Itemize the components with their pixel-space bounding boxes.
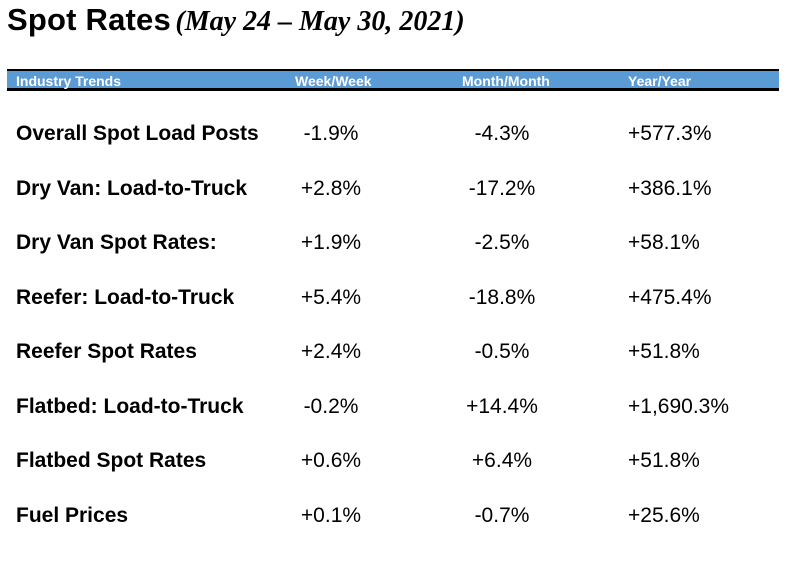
table-row: Fuel Prices +0.1% -0.7% +25.6% bbox=[0, 490, 786, 545]
year-change: +1,690.3% bbox=[628, 394, 730, 418]
row-label: Overall Spot Load Posts bbox=[16, 122, 259, 145]
title-date-range: (May 24 – May 30, 2021) bbox=[175, 6, 465, 37]
row-label: Dry Van: Load-to-Truck bbox=[16, 176, 248, 200]
year-change: +25.6% bbox=[628, 503, 700, 527]
month-change: -17.2% bbox=[468, 176, 536, 200]
week-change: +2.8% bbox=[300, 176, 362, 200]
month-change: -18.8% bbox=[468, 285, 536, 309]
month-change: -2.5% bbox=[474, 231, 530, 254]
month-change: +14.4% bbox=[466, 394, 538, 418]
year-change: +51.8% bbox=[628, 449, 700, 472]
month-change: -4.3% bbox=[474, 122, 530, 145]
table-row: Flatbed Spot Rates +0.6% +6.4% +51.8% bbox=[0, 435, 786, 490]
row-label: Dry Van Spot Rates: bbox=[16, 231, 217, 254]
year-change: +386.1% bbox=[628, 176, 712, 200]
table-row: Reefer: Load-to-Truck +5.4% -18.8% +475.… bbox=[0, 272, 786, 327]
header-year-over-year: Year/Year bbox=[628, 73, 692, 89]
row-label: Flatbed: Load-to-Truck bbox=[16, 394, 244, 418]
year-change: +58.1% bbox=[628, 231, 700, 254]
week-change: +5.4% bbox=[300, 285, 362, 309]
table-header: Industry Trends Week/Week Month/Month Ye… bbox=[7, 69, 779, 91]
year-change: +51.8% bbox=[628, 340, 700, 363]
header-month-over-month: Month/Month bbox=[462, 73, 550, 89]
week-change: +0.1% bbox=[300, 503, 362, 527]
table-row: Flatbed: Load-to-Truck -0.2% +14.4% +1,6… bbox=[0, 381, 786, 436]
row-label: Reefer Spot Rates bbox=[16, 340, 197, 363]
month-change: -0.7% bbox=[474, 503, 530, 527]
row-label: Flatbed Spot Rates bbox=[16, 449, 207, 472]
table-row: Overall Spot Load Posts -1.9% -4.3% +577… bbox=[0, 108, 786, 163]
table-row: Dry Van Spot Rates: +1.9% -2.5% +58.1% bbox=[0, 217, 786, 272]
month-change: -0.5% bbox=[474, 340, 530, 363]
week-change: +2.4% bbox=[300, 340, 362, 363]
row-label: Reefer: Load-to-Truck bbox=[16, 285, 235, 309]
week-change: +1.9% bbox=[300, 231, 362, 254]
week-change: -1.9% bbox=[303, 122, 359, 145]
header-industry-trends: Industry Trends bbox=[16, 73, 122, 89]
page-title: Spot Rates (May 24 – May 30, 2021) bbox=[7, 2, 465, 46]
table-row: Reefer Spot Rates +2.4% -0.5% +51.8% bbox=[0, 326, 786, 381]
row-label: Fuel Prices bbox=[16, 503, 129, 527]
year-change: +577.3% bbox=[628, 122, 712, 145]
month-change: +6.4% bbox=[471, 449, 533, 472]
table-row: Dry Van: Load-to-Truck +2.8% -17.2% +386… bbox=[0, 163, 786, 218]
week-change: +0.6% bbox=[300, 449, 362, 472]
trends-table-body: Overall Spot Load Posts -1.9% -4.3% +577… bbox=[0, 108, 786, 544]
year-change: +475.4% bbox=[628, 285, 712, 309]
header-week-over-week: Week/Week bbox=[295, 73, 372, 89]
week-change: -0.2% bbox=[303, 394, 359, 418]
title-main: Spot Rates bbox=[7, 2, 171, 37]
